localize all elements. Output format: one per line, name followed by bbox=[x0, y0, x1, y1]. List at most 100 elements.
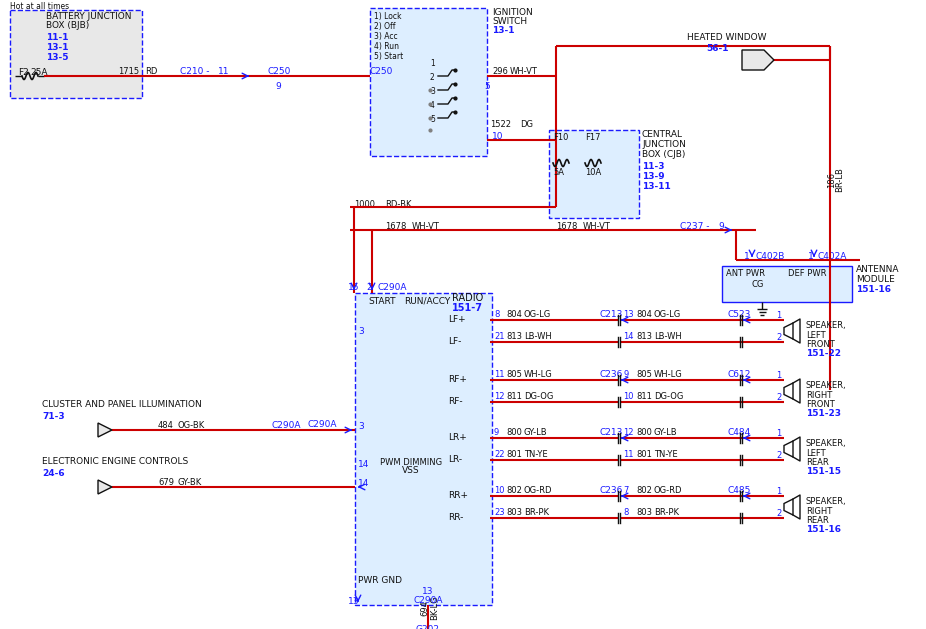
Text: C290A: C290A bbox=[272, 421, 302, 430]
Text: C213: C213 bbox=[600, 428, 623, 437]
Text: C290A: C290A bbox=[308, 420, 337, 429]
Text: 1: 1 bbox=[776, 311, 782, 320]
Text: 12: 12 bbox=[494, 392, 505, 401]
Text: OG-LG: OG-LG bbox=[524, 310, 551, 319]
Text: 25A: 25A bbox=[30, 68, 47, 77]
Text: 13: 13 bbox=[422, 587, 433, 596]
Polygon shape bbox=[784, 383, 793, 399]
Text: 4: 4 bbox=[430, 101, 435, 110]
Text: GY-LB: GY-LB bbox=[654, 428, 678, 437]
Text: RIGHT: RIGHT bbox=[806, 391, 832, 400]
Text: 802: 802 bbox=[636, 486, 652, 495]
Text: 805: 805 bbox=[636, 370, 652, 379]
Text: LB-WH: LB-WH bbox=[524, 332, 552, 341]
Text: ANT PWR: ANT PWR bbox=[726, 269, 765, 278]
Text: CLUSTER AND PANEL ILLUMINATION: CLUSTER AND PANEL ILLUMINATION bbox=[42, 400, 202, 409]
Text: 22: 22 bbox=[494, 450, 505, 459]
Text: 800: 800 bbox=[636, 428, 652, 437]
Text: 14: 14 bbox=[358, 479, 369, 488]
Text: SPEAKER,: SPEAKER, bbox=[806, 381, 846, 390]
Text: SPEAKER,: SPEAKER, bbox=[806, 439, 846, 448]
Text: GY-BK: GY-BK bbox=[178, 478, 202, 487]
Text: CG: CG bbox=[752, 280, 764, 289]
Text: 484: 484 bbox=[158, 421, 174, 430]
Text: 9: 9 bbox=[718, 222, 724, 231]
Text: C612: C612 bbox=[728, 370, 751, 379]
Text: 10A: 10A bbox=[585, 168, 601, 177]
Text: 24-6: 24-6 bbox=[42, 469, 65, 478]
Text: 13: 13 bbox=[623, 310, 633, 319]
Text: RR+: RR+ bbox=[448, 491, 468, 500]
Text: LEFT: LEFT bbox=[806, 331, 826, 340]
Text: JUNCTION: JUNCTION bbox=[642, 140, 686, 149]
Text: START: START bbox=[368, 297, 395, 306]
Text: WH-VT: WH-VT bbox=[412, 222, 440, 231]
Text: 151-7: 151-7 bbox=[452, 303, 483, 313]
Text: 813: 813 bbox=[636, 332, 652, 341]
Text: 9: 9 bbox=[275, 82, 281, 91]
Text: BR-PK: BR-PK bbox=[654, 508, 679, 517]
Polygon shape bbox=[98, 423, 112, 437]
Text: C402A: C402A bbox=[818, 252, 847, 261]
FancyBboxPatch shape bbox=[355, 293, 492, 605]
Text: 8: 8 bbox=[623, 508, 629, 517]
Text: BOX (BJB): BOX (BJB) bbox=[46, 21, 89, 30]
Text: 151-22: 151-22 bbox=[806, 349, 841, 358]
Text: 11: 11 bbox=[494, 370, 505, 379]
Text: BR-LB: BR-LB bbox=[835, 167, 844, 192]
Text: OG-LG: OG-LG bbox=[654, 310, 682, 319]
Text: RUN/ACCY: RUN/ACCY bbox=[404, 297, 450, 306]
Text: 1000: 1000 bbox=[354, 200, 375, 209]
Text: 10: 10 bbox=[492, 132, 504, 141]
Text: LR-: LR- bbox=[448, 455, 462, 464]
Text: BR-PK: BR-PK bbox=[524, 508, 549, 517]
Text: GY-LB: GY-LB bbox=[524, 428, 547, 437]
Text: ANTENNA: ANTENNA bbox=[856, 265, 899, 274]
Text: 3: 3 bbox=[430, 87, 435, 96]
Text: 1522: 1522 bbox=[490, 120, 511, 129]
Text: 2) Off: 2) Off bbox=[374, 22, 395, 31]
Text: C484: C484 bbox=[728, 428, 751, 437]
Text: F17: F17 bbox=[585, 133, 600, 142]
Text: 151-16: 151-16 bbox=[856, 285, 891, 294]
Text: 23: 23 bbox=[494, 508, 505, 517]
Text: DG-OG: DG-OG bbox=[524, 392, 554, 401]
Text: OG-RD: OG-RD bbox=[654, 486, 682, 495]
Text: 151-23: 151-23 bbox=[806, 409, 841, 418]
Text: IGNITION: IGNITION bbox=[492, 8, 532, 17]
Text: 800: 800 bbox=[506, 428, 522, 437]
Text: RF-: RF- bbox=[448, 397, 463, 406]
Text: 2: 2 bbox=[366, 283, 371, 292]
Text: RIGHT: RIGHT bbox=[806, 507, 832, 516]
Text: 694: 694 bbox=[420, 600, 429, 616]
Text: 11: 11 bbox=[623, 450, 633, 459]
Text: 7: 7 bbox=[623, 486, 629, 495]
Text: 1: 1 bbox=[430, 59, 434, 68]
Text: C213: C213 bbox=[600, 310, 623, 319]
Text: 802: 802 bbox=[506, 486, 522, 495]
Text: 1: 1 bbox=[744, 252, 750, 261]
Text: 13-1: 13-1 bbox=[46, 43, 69, 52]
Text: FRONT: FRONT bbox=[806, 340, 834, 349]
Text: DG: DG bbox=[520, 120, 533, 129]
Text: WH-LG: WH-LG bbox=[524, 370, 553, 379]
Text: WH-VT: WH-VT bbox=[583, 222, 611, 231]
Text: LF-: LF- bbox=[448, 337, 461, 346]
Text: LR+: LR+ bbox=[448, 433, 467, 442]
Polygon shape bbox=[98, 480, 112, 494]
Text: F10: F10 bbox=[553, 133, 569, 142]
Text: 56-1: 56-1 bbox=[706, 44, 729, 53]
Text: 1: 1 bbox=[808, 252, 814, 261]
Text: 4) Run: 4) Run bbox=[374, 42, 399, 51]
Text: SPEAKER,: SPEAKER, bbox=[806, 497, 846, 506]
Text: C402B: C402B bbox=[756, 252, 785, 261]
Text: 9: 9 bbox=[494, 428, 499, 437]
Text: RR-: RR- bbox=[448, 513, 463, 522]
Text: C290A: C290A bbox=[414, 596, 444, 605]
Text: 1: 1 bbox=[776, 487, 782, 496]
FancyBboxPatch shape bbox=[549, 130, 639, 218]
Text: Hot at all times: Hot at all times bbox=[10, 2, 69, 11]
Text: 1678: 1678 bbox=[556, 222, 578, 231]
Text: 14: 14 bbox=[623, 332, 633, 341]
Text: 3: 3 bbox=[358, 422, 364, 431]
